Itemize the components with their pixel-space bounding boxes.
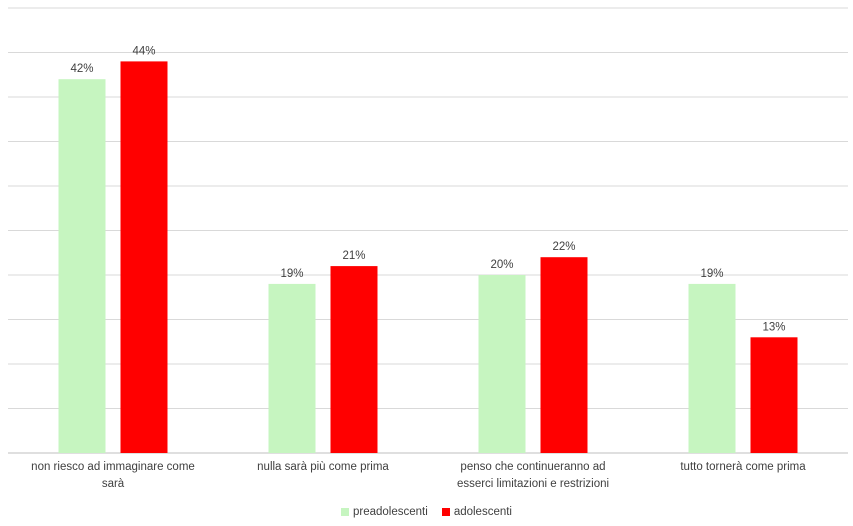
data-label: 19% <box>280 268 303 280</box>
bar-adolescenti-0 <box>120 61 168 454</box>
legend: preadolescenti adolescenti <box>0 506 853 518</box>
bar-preadolescenti-2 <box>478 275 526 453</box>
legend-label: adolescenti <box>453 506 512 518</box>
bar-preadolescenti-0 <box>58 79 106 453</box>
data-label: 20% <box>490 259 513 271</box>
category-label-line: non riesco ad immaginare come <box>31 461 195 473</box>
category-label: penso che continueranno ad esserci limita… <box>423 459 643 493</box>
data-label: 22% <box>552 241 575 253</box>
category-label: non riesco ad immaginare come sarà <box>3 459 223 493</box>
bar-adolescenti-1 <box>330 266 378 453</box>
bar-adolescenti-3 <box>750 337 798 453</box>
data-label: 13% <box>762 321 785 333</box>
category-label-line: penso che continueranno ad <box>460 461 606 473</box>
bar-preadolescenti-3 <box>688 283 736 453</box>
category-label-line: sarà <box>101 478 125 490</box>
data-label: 42% <box>70 63 93 75</box>
legend-swatch <box>441 508 450 516</box>
legend-item-adolescenti: adolescenti <box>441 506 512 518</box>
bar-preadolescenti-1 <box>268 283 316 453</box>
legend-label: preadolescenti <box>353 506 428 518</box>
category-label-line: nulla sarà più come prima <box>257 461 389 473</box>
category-label: nulla sarà più come prima <box>213 459 433 476</box>
category-label-line: esserci limitazioni e restrizioni <box>456 478 610 490</box>
data-label: 44% <box>132 45 155 57</box>
data-label: 19% <box>700 268 723 280</box>
legend-item-preadolescenti: preadolescenti <box>341 506 428 518</box>
bar-adolescenti-2 <box>540 257 588 453</box>
data-label: 21% <box>342 250 365 262</box>
category-label-line: tutto tornerà come prima <box>680 461 806 473</box>
category-label: tutto tornerà come prima <box>633 459 853 476</box>
legend-swatch <box>341 508 349 516</box>
